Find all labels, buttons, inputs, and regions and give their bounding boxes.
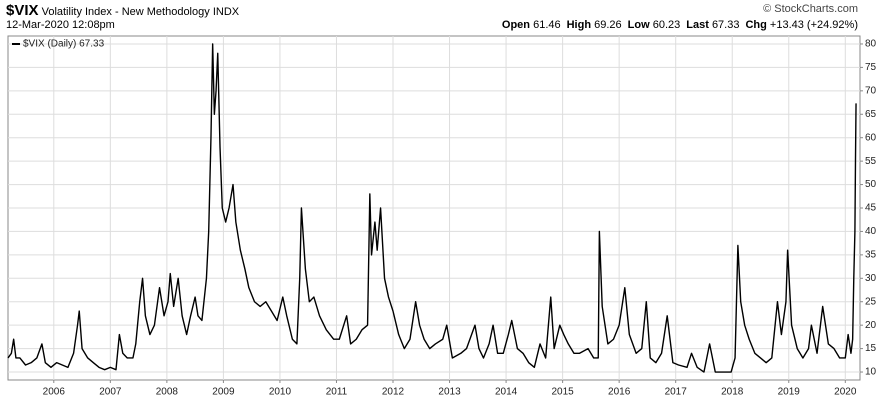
exchange: INDX [212, 6, 240, 18]
quote-label: Last [686, 19, 709, 31]
quote-label: Chg [745, 19, 767, 31]
quote-value: 67.33 [711, 19, 740, 31]
legend-label: $VIX (Daily) 67.33 [23, 39, 105, 50]
x-tick-label: 2013 [438, 387, 461, 398]
x-tick-label: 2008 [156, 387, 179, 398]
quote-label: Open [501, 19, 531, 31]
quote: Open 61.46 High 69.26 Low 60.23 Last 67.33 C… [496, 19, 858, 31]
x-tick-label: 2007 [99, 387, 122, 398]
x-tick-label: 2011 [326, 387, 348, 398]
y-tick-label: 75 [865, 62, 877, 73]
x-tick-label: 2016 [608, 387, 631, 398]
y-tick-label: 80 [865, 39, 877, 50]
y-tick-label: 55 [865, 156, 877, 167]
x-tick-label: 2014 [495, 387, 518, 398]
quote-value: 61.46 [533, 19, 561, 31]
y-tick-label: 35 [865, 250, 877, 261]
x-tick-label: 2012 [382, 387, 405, 398]
x-tick-label: 2018 [721, 387, 744, 398]
source[interactable]: © StockCharts.com [763, 3, 858, 15]
quote-value: 69.26 [594, 19, 622, 31]
y-tick-label: 20 [865, 320, 877, 331]
x-tick-label: 2019 [778, 387, 801, 398]
price-line [7, 43, 857, 373]
header-title: $VIX Volatility Index - New Methodology … [6, 2, 239, 19]
x-tick-label: 2020 [834, 387, 857, 398]
x-tick-label: 2017 [665, 387, 688, 398]
y-tick-label: 60 [865, 132, 877, 143]
quote-label: Low [627, 19, 650, 31]
y-tick-label: 65 [865, 109, 877, 120]
y-tick-label: 10 [865, 367, 877, 378]
quote-value: +13.43 (+24.92%) [769, 19, 858, 31]
y-tick-label: 40 [865, 226, 877, 237]
y-tick-label: 25 [865, 296, 877, 307]
x-tick-label: 2015 [551, 387, 574, 398]
quote-label: High [566, 19, 592, 31]
y-tick-label: 15 [865, 343, 877, 354]
index-name: Volatility Index - New Methodology [41, 6, 210, 18]
x-tick-label: 2006 [43, 387, 66, 398]
y-tick-label: 50 [865, 179, 877, 190]
y-tick-label: 30 [865, 273, 877, 284]
x-tick-label: 2009 [212, 387, 235, 398]
quote-value: 60.23 [652, 19, 681, 31]
y-tick-label: 45 [865, 203, 877, 214]
x-tick-label: 2010 [269, 387, 292, 398]
y-tick-label: 70 [865, 85, 877, 96]
timestamp: 12-Mar-2020 12:08pm [6, 19, 115, 31]
symbol: $VIX [6, 2, 39, 19]
